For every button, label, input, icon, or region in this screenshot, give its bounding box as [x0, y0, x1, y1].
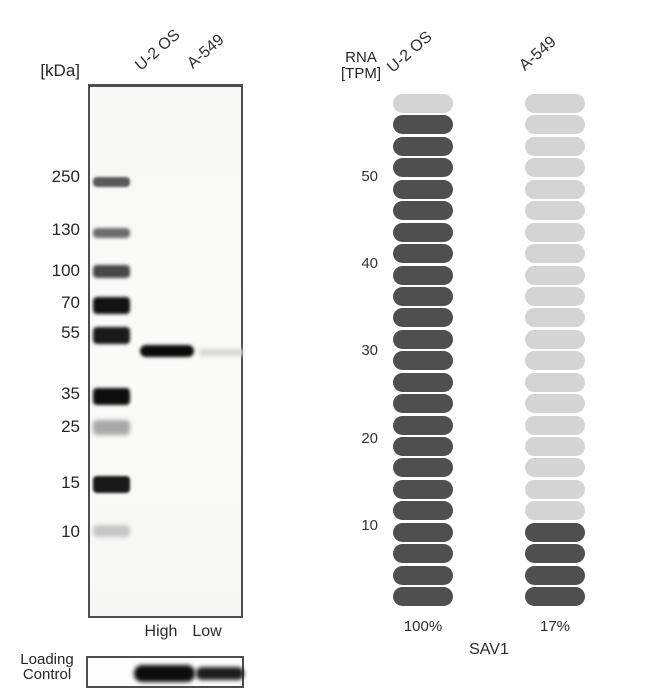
rna-pill — [525, 372, 585, 392]
gene-name: SAV1 — [469, 641, 509, 658]
rna-axis-label-line1: RNA — [345, 49, 377, 66]
rna-pill — [525, 115, 585, 135]
percent-u2os: 100% — [403, 618, 443, 635]
marker-label-250kda: 250 — [51, 167, 80, 186]
ladder-band-250kda — [93, 177, 130, 187]
sample-band-a549 — [199, 349, 244, 356]
rna-pill — [393, 394, 453, 414]
marker-label-10kda: 10 — [61, 522, 80, 541]
marker-label-70kda: 70 — [61, 293, 80, 312]
rna-pill — [393, 265, 453, 285]
ladder-band-10kda — [93, 525, 130, 537]
rna-pill — [525, 415, 585, 435]
rna-tick-30: 30 — [361, 342, 378, 360]
rna-pill — [525, 329, 585, 349]
rna-pill — [525, 544, 585, 564]
rna-pill — [525, 308, 585, 328]
rna-pill — [393, 351, 453, 371]
rna-pill — [525, 501, 585, 521]
rna-lane-label-u2os: U-2 OS — [384, 28, 436, 77]
marker-label-130kda: 130 — [51, 220, 80, 239]
kda-unit-label: [kDa] — [40, 61, 80, 80]
rna-pill — [525, 587, 585, 607]
rna-pill — [393, 544, 453, 564]
blot-lane-label-u2os: U-2 OS — [132, 26, 184, 75]
percent-a549: 17% — [539, 618, 571, 635]
rna-pill — [393, 522, 453, 542]
blot-lane-label-a549: A-549 — [184, 31, 228, 73]
rna-pill — [393, 115, 453, 135]
loading-control-band-low — [196, 667, 244, 680]
rna-pill — [393, 329, 453, 349]
rna-pill — [525, 136, 585, 156]
rna-pill — [393, 158, 453, 178]
rna-pill — [393, 179, 453, 199]
marker-label-35kda: 35 — [61, 384, 80, 403]
rna-pill — [525, 158, 585, 178]
ladder-band-130kda — [93, 228, 130, 238]
rna-pill — [525, 94, 585, 113]
rna-pill — [393, 222, 453, 242]
ladder-band-35kda — [93, 388, 130, 405]
rna-pill — [525, 458, 585, 478]
rna-pill — [393, 94, 453, 113]
marker-label-15kda: 15 — [61, 473, 80, 492]
rna-tick-20: 20 — [361, 429, 378, 447]
rna-pill — [393, 458, 453, 478]
rna-pill — [393, 587, 453, 607]
rna-pill — [393, 479, 453, 499]
rna-pill — [525, 351, 585, 371]
marker-label-100kda: 100 — [51, 261, 80, 280]
rna-pill — [525, 201, 585, 221]
ladder-band-100kda — [93, 265, 130, 278]
sample-band-u2os — [140, 345, 194, 357]
rna-lane-label-a549: A-549 — [516, 33, 560, 75]
rna-tick-40: 40 — [361, 255, 378, 273]
rna-pill — [525, 522, 585, 542]
rna-pill — [393, 437, 453, 456]
rna-column-a549 — [525, 94, 585, 609]
rna-pill — [393, 286, 453, 306]
rna-pill — [525, 394, 585, 414]
rna-pill — [525, 265, 585, 285]
loading-control-label-line2: Control — [22, 666, 72, 683]
rna-pill — [525, 179, 585, 199]
rna-pill — [393, 244, 453, 264]
ladder-band-55kda — [93, 327, 130, 344]
rna-pill — [525, 479, 585, 499]
ladder-band-70kda — [93, 297, 130, 314]
rna-pill — [525, 286, 585, 306]
loading-control-blot — [86, 656, 244, 688]
ladder-band-25kda — [93, 420, 130, 435]
western-blot-panel — [88, 84, 244, 618]
rna-pill — [393, 308, 453, 328]
rna-pill — [525, 244, 585, 264]
rna-pill — [525, 222, 585, 242]
rna-pill — [393, 501, 453, 521]
marker-label-25kda: 25 — [61, 417, 80, 436]
loading-control-band-high — [134, 665, 195, 682]
rna-pill — [393, 565, 453, 585]
rna-pill — [393, 372, 453, 392]
rna-tick-50: 50 — [361, 168, 378, 185]
rna-axis-label-line2: [TPM] — [341, 65, 381, 82]
rna-pill — [525, 437, 585, 456]
rna-pill — [525, 565, 585, 585]
expression-label-high: High — [144, 623, 178, 640]
rna-tick-10: 10 — [361, 516, 378, 534]
rna-pill — [393, 136, 453, 156]
marker-label-55kda: 55 — [61, 323, 80, 342]
loading-control-label: Loading Control — [8, 652, 86, 682]
expression-label-low: Low — [192, 623, 222, 640]
rna-pill — [393, 201, 453, 221]
rna-tpm-axis-label: RNA [TPM] — [330, 50, 392, 82]
loading-control-label-line1: Loading — [20, 651, 74, 668]
ladder-band-15kda — [93, 476, 130, 493]
rna-pill — [393, 415, 453, 435]
rna-column-u2os — [393, 94, 453, 609]
